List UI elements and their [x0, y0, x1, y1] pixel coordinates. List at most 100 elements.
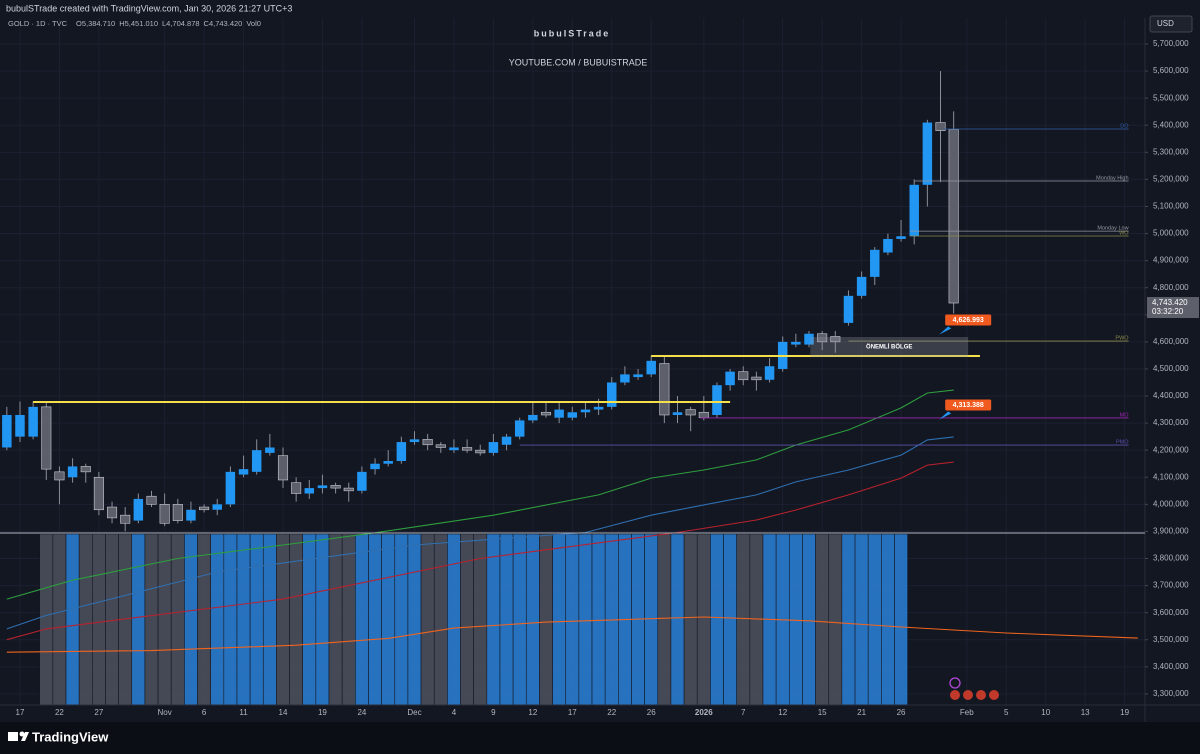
candle-body [251, 450, 262, 472]
candle-body [462, 447, 473, 451]
lines-layer [6, 389, 1138, 653]
y-tick-label: 5,500,000 [1153, 93, 1189, 102]
volume-bar [157, 533, 172, 706]
candle-body [435, 444, 446, 448]
ma-line [6, 389, 954, 600]
volume-bar [433, 533, 448, 706]
x-tick-label: Dec [407, 708, 421, 717]
volume-bar [276, 533, 290, 706]
x-tick-label: 11 [239, 708, 248, 717]
candle-body [41, 406, 52, 470]
candle-body [501, 436, 512, 445]
volume-bar [802, 533, 816, 706]
tag-label: 4,313.388 [953, 402, 984, 409]
candle-body [409, 439, 420, 443]
x-tick-label: 27 [94, 708, 103, 717]
x-tick-label: 21 [857, 708, 866, 717]
watermark-subtitle: YOUTUBE.COM / BUBUISTRADE [509, 57, 648, 67]
volume-bar [552, 533, 567, 706]
candle-body [449, 447, 459, 451]
y-tick-label: 5,000,000 [1153, 229, 1189, 238]
volume-bar [854, 533, 869, 706]
level-label: Monday High [1096, 175, 1128, 181]
ma-line [6, 616, 1138, 653]
currency-box[interactable] [1149, 15, 1193, 33]
ohlc-item: L4,704.878 [162, 19, 200, 28]
volume-bar [578, 533, 593, 706]
volume-bar [841, 533, 856, 706]
volume-bar [262, 533, 277, 706]
volume-bar [355, 533, 369, 706]
volume-bar [52, 533, 67, 706]
candle-body [567, 412, 578, 418]
volume-bar [328, 533, 343, 706]
candle-body [80, 466, 91, 473]
volume-bar [460, 533, 474, 706]
ohlc-item: O5,384.710 [76, 19, 115, 28]
y-tick-label: 4,000,000 [1153, 499, 1189, 508]
x-tick-label: 24 [357, 708, 366, 717]
candle-body [146, 495, 157, 505]
level-label: MO [1120, 412, 1130, 418]
volume-bar [815, 533, 830, 706]
candle-body [685, 409, 696, 416]
volume-bar [78, 533, 93, 706]
zone-label: ÖNEMLİ BÖLGE [866, 344, 912, 351]
tag-box [945, 314, 992, 326]
candle-body [948, 129, 959, 304]
y-tick-label: 5,100,000 [1153, 202, 1189, 211]
x-tick-label: 4 [452, 708, 457, 717]
candle-body [28, 406, 38, 437]
candle-body [830, 336, 841, 343]
x-tick-label: 19 [318, 708, 327, 717]
y-tick-label: 3,700,000 [1153, 581, 1189, 590]
candle-body [620, 374, 630, 383]
x-tick-label: 22 [607, 708, 616, 717]
volume-bar [39, 533, 54, 706]
y-tick-label: 5,200,000 [1153, 175, 1189, 184]
y-tick-label: 4,500,000 [1153, 364, 1189, 373]
x-tick-label: 26 [647, 708, 656, 717]
candle-body [133, 498, 144, 521]
candle-body [2, 414, 12, 448]
level-label: PWO [1115, 336, 1129, 342]
volume-bar [696, 533, 711, 706]
countdown: 03:32:20 [1152, 307, 1184, 316]
candle-body [514, 420, 525, 437]
volume-bar [723, 533, 737, 706]
x-tick-label: 13 [1081, 708, 1090, 717]
y-tick-label: 4,600,000 [1153, 337, 1189, 346]
candle-body [304, 488, 315, 494]
y-tick-label: 4,800,000 [1153, 283, 1189, 292]
last-price-label: 4,743.420 [1152, 298, 1188, 307]
event-icons [949, 677, 999, 700]
y-tick-label: 3,400,000 [1153, 662, 1189, 671]
y-tick-label: 3,900,000 [1153, 527, 1189, 536]
ohlc-item: H5,451.010 [119, 19, 158, 28]
volume-bar [894, 533, 908, 706]
volume-bar [223, 533, 238, 706]
candle-body [817, 333, 828, 343]
candle-body [383, 461, 393, 464]
watermark-title: bubuISTrade [534, 28, 611, 38]
candle-body [698, 411, 709, 418]
level-label: DO [1120, 123, 1129, 129]
volume-bar [525, 533, 540, 706]
volume-bar [788, 533, 803, 706]
candle-body [370, 463, 380, 470]
candle-body [856, 276, 867, 296]
x-tick-label: 7 [741, 708, 746, 717]
marks-layer [2, 71, 959, 532]
y-tick-label: 5,700,000 [1153, 39, 1189, 48]
candle-body [186, 509, 196, 521]
candle-body [330, 485, 341, 489]
y-tick-label: 3,300,000 [1153, 689, 1189, 698]
x-tick-label: 17 [568, 708, 577, 717]
candle-body [843, 295, 854, 323]
volume-bar [644, 533, 659, 706]
y-tick-label: 5,300,000 [1153, 147, 1189, 156]
candle-body [659, 363, 670, 416]
volume-bar [591, 533, 606, 706]
